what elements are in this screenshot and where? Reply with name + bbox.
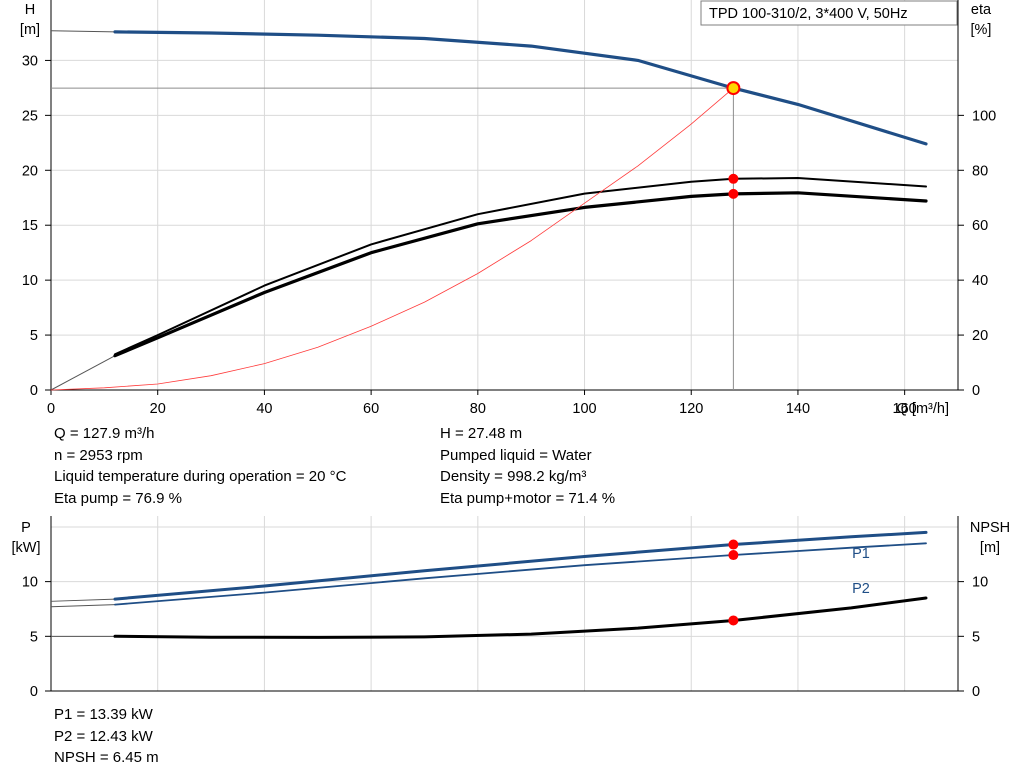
y-right-axis-title-line2: [%]: [971, 22, 992, 38]
p1-curve: [113, 530, 928, 601]
info-block-bottom: P1 = 13.39 kW P2 = 12.43 kW NPSH = 6.45 …: [54, 704, 159, 769]
npsh-duty-marker: [728, 615, 739, 626]
x-tick-label: 140: [786, 401, 810, 417]
info-eta-pump-motor: Eta pump+motor = 71.4 %: [440, 489, 616, 507]
y-right-tick-label: 5: [972, 629, 980, 645]
bottom-chart-labels: 0 5 10 0 5 10 P [kW] NPSH [m] P1 P2: [12, 520, 1011, 700]
p2-curve-extension: [50, 604, 116, 608]
bottom-chart-curves: [50, 530, 928, 639]
p1-series-label: P1: [852, 546, 870, 562]
y-left-tick-label: 30: [22, 53, 38, 69]
info-head: H = 27.48 m: [440, 425, 523, 442]
y-left-axis-title-line2: [kW]: [12, 540, 41, 556]
eta-pump-curve: [114, 177, 927, 356]
head-curve: [113, 30, 928, 146]
y-right-tick-label: 60: [972, 218, 988, 234]
x-tick-label: 60: [363, 401, 379, 417]
x-tick-label: 120: [679, 401, 703, 417]
info-liquid-temperature: Liquid temperature during operation = 20…: [54, 468, 347, 485]
x-tick-label: 20: [150, 401, 166, 417]
x-tick-label: 100: [572, 401, 596, 417]
bottom-chart-grid: [51, 516, 958, 691]
y-left-tick-label: 0: [30, 684, 38, 700]
y-right-tick-label: 40: [972, 273, 988, 289]
y-right-axis-title-line1: NPSH: [970, 520, 1010, 536]
y-right-tick-label: 100: [972, 108, 996, 124]
y-left-tick-label: 25: [22, 108, 38, 124]
info-p1: P1 = 13.39 kW: [54, 706, 153, 723]
info-eta-pump: Eta pump = 76.9 %: [54, 489, 182, 507]
eta-curve-extension: [50, 355, 116, 391]
p2-duty-marker: [728, 550, 739, 561]
info-block-top-right: H = 27.48 m Pumped liquid = Water Densit…: [440, 423, 615, 509]
y-left-axis-title-line2: [m]: [20, 22, 40, 38]
eta-pump-motor-curve: [113, 191, 928, 358]
y-left-axis-title-line1: P: [21, 520, 31, 536]
y-left-tick-label: 0: [30, 383, 38, 399]
y-left-tick-label: 20: [22, 163, 38, 179]
info-flow: Q = 127.9 m³/h: [54, 425, 155, 442]
pump-title-box: TPD 100-310/2, 3*400 V, 50Hz: [700, 0, 958, 26]
bottom-chart-frame: [45, 516, 964, 692]
top-chart-curves: [50, 30, 928, 391]
info-speed: n = 2953 rpm: [54, 446, 143, 464]
y-right-tick-label: 0: [972, 383, 980, 399]
npsh-curve: [113, 596, 928, 639]
info-npsh: NPSH = 6.45 m: [54, 749, 159, 766]
info-block-top-left: Q = 127.9 m³/h n = 2953 rpm Liquid tempe…: [54, 423, 346, 509]
x-axis-label: Q [m³/h]: [897, 401, 949, 417]
y-right-tick-label: 80: [972, 163, 988, 179]
p2-curve: [114, 542, 927, 606]
x-tick-label: 40: [256, 401, 272, 417]
p1-duty-marker: [728, 539, 739, 550]
info-density: Density = 998.2 kg/m³: [440, 468, 587, 485]
y-left-axis-title-line1: H: [25, 2, 35, 18]
x-tick-label: 0: [47, 401, 55, 417]
eta-pump-duty-marker: [728, 173, 739, 184]
y-right-tick-label: 10: [972, 575, 988, 591]
eta-pump-motor-duty-marker: [728, 188, 739, 199]
head-curve-extension: [50, 30, 116, 33]
info-pumped-liquid: Pumped liquid = Water: [440, 446, 592, 464]
y-left-tick-label: 10: [22, 273, 38, 289]
x-tick-label: 80: [470, 401, 486, 417]
y-left-tick-label: 10: [22, 575, 38, 591]
duty-point-marker: [726, 81, 741, 96]
y-right-tick-label: 20: [972, 328, 988, 344]
y-right-tick-label: 0: [972, 684, 980, 700]
y-left-tick-label: 15: [22, 218, 38, 234]
y-right-axis-title-line1: eta: [971, 2, 992, 18]
x-tick-label: 160: [893, 401, 917, 417]
top-chart-grid: [51, 0, 958, 390]
p1-curve-extension: [50, 598, 116, 602]
y-left-tick-label: 5: [30, 328, 38, 344]
info-p2: P2 = 12.43 kW: [54, 727, 153, 745]
system-curve: [50, 87, 734, 391]
y-right-axis-title-line2: [m]: [980, 540, 1000, 556]
pump-title: TPD 100-310/2, 3*400 V, 50Hz: [709, 6, 908, 22]
p2-series-label: P2: [852, 581, 870, 597]
top-chart-frame: [45, 0, 964, 395]
y-left-tick-label: 5: [30, 629, 38, 645]
